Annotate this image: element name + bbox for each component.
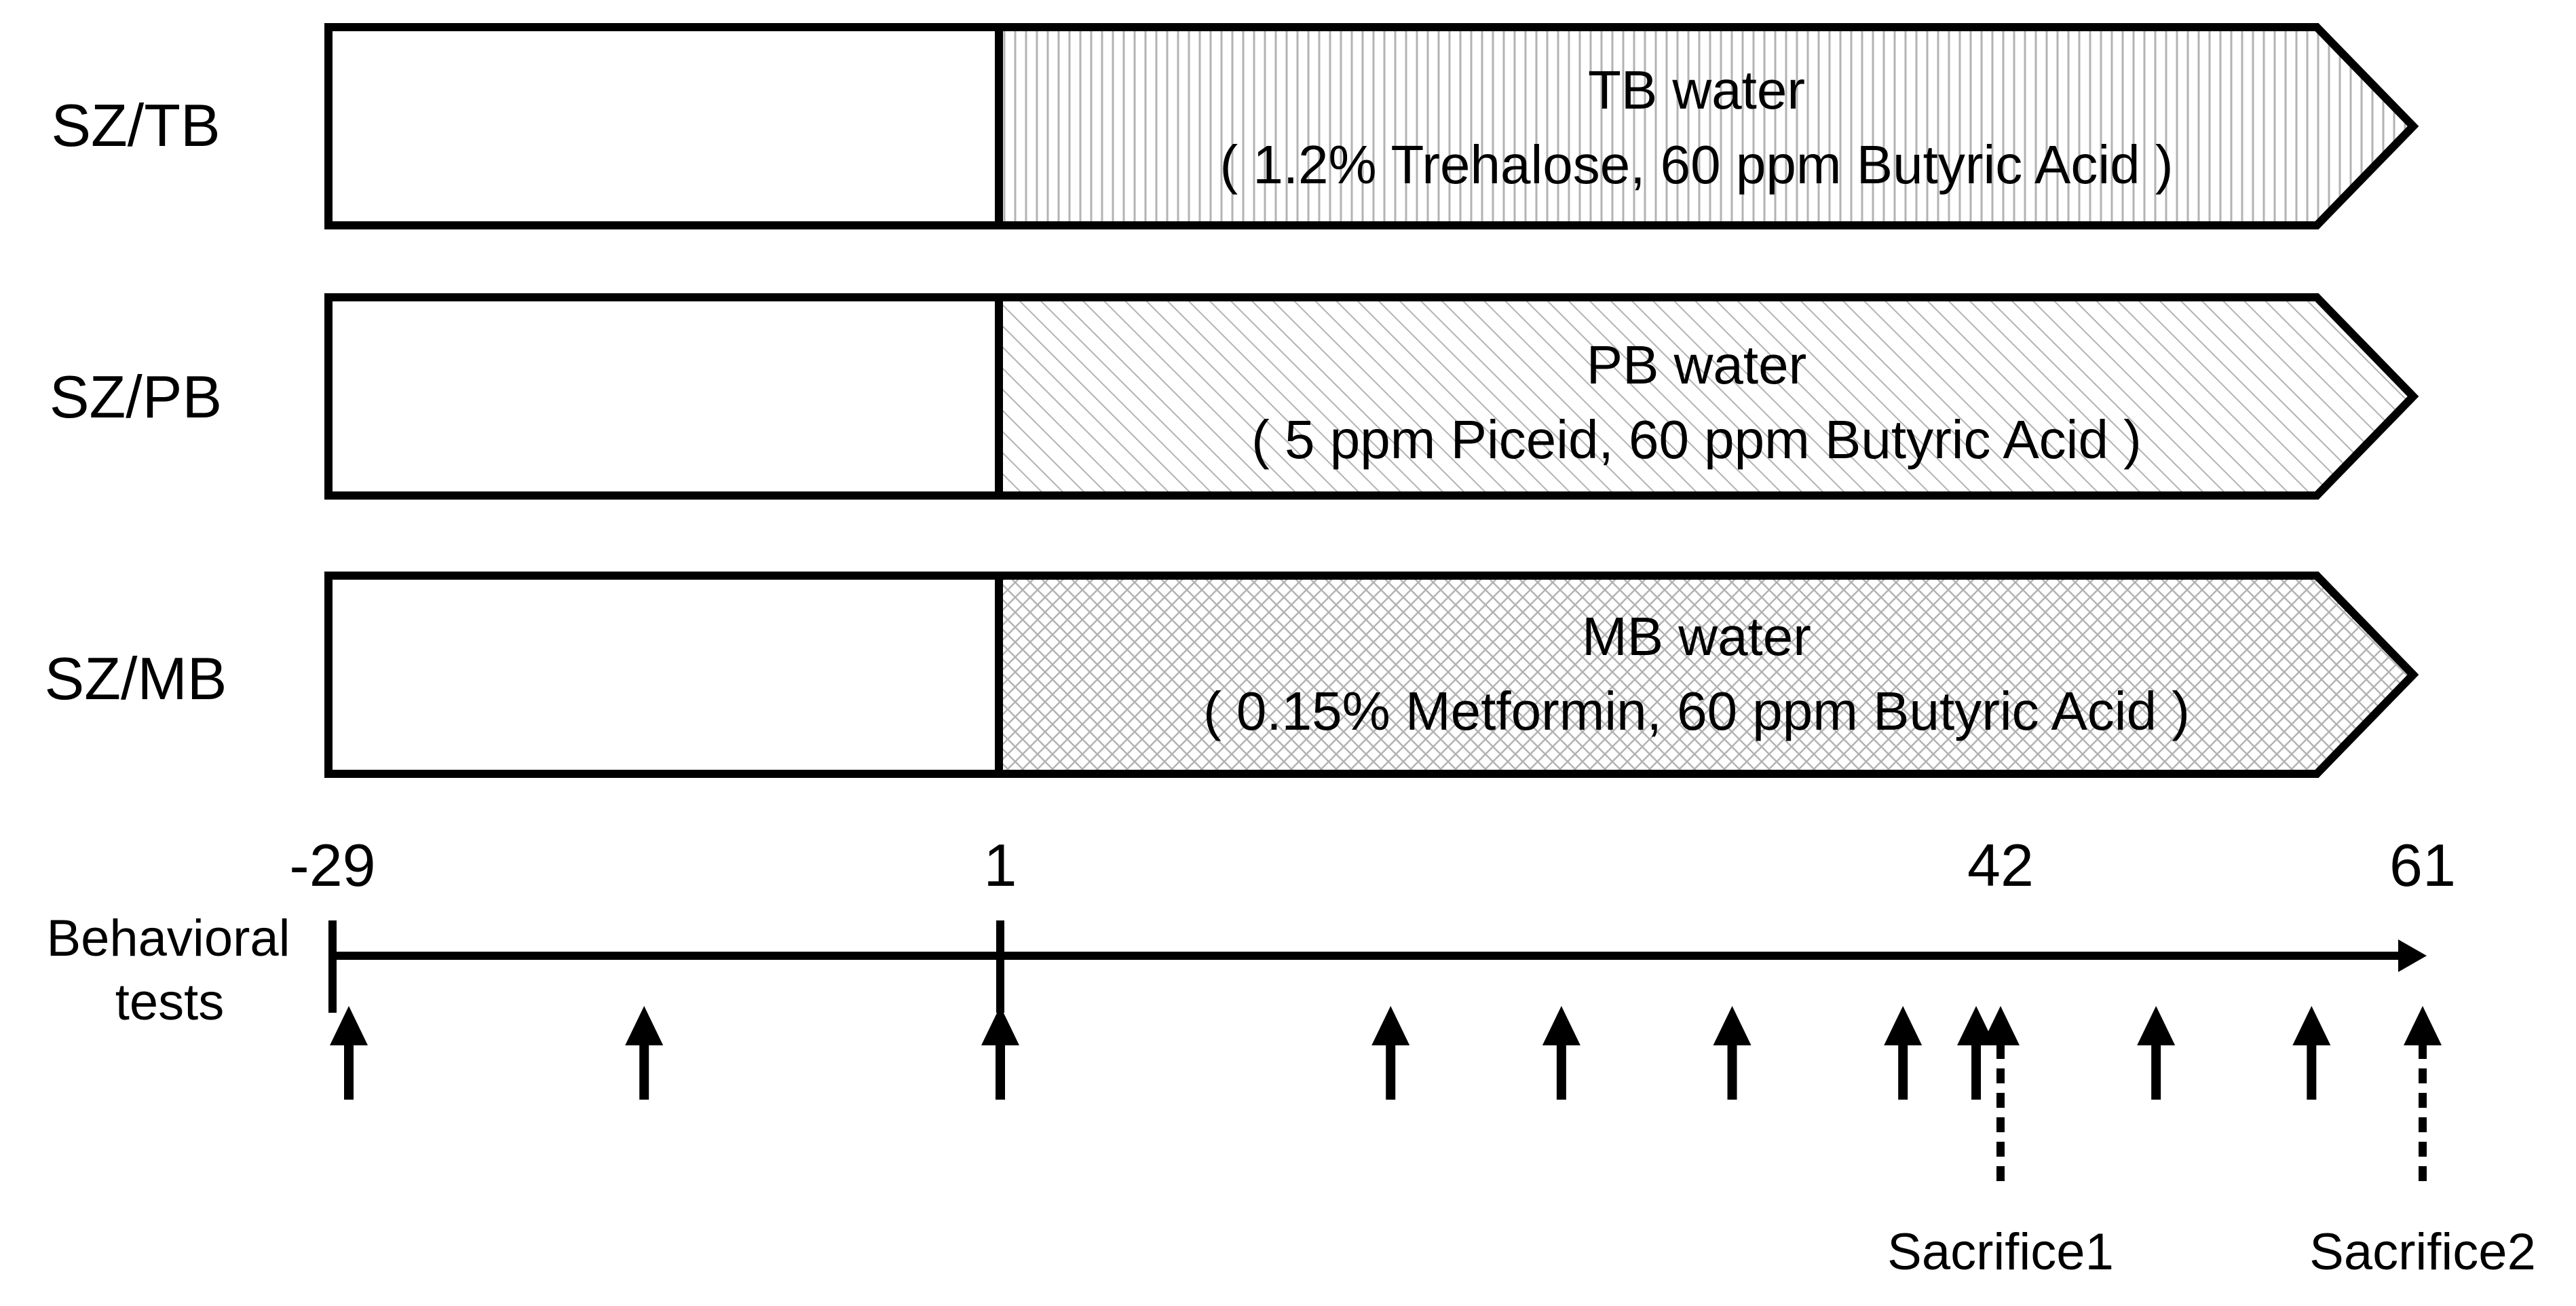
tick-labels: -29 1 42 61	[289, 832, 2456, 899]
behavioral-test-arrow	[1957, 1006, 1996, 1100]
behavioral-test-arrow	[625, 1006, 664, 1100]
water-name: PB water	[1587, 335, 1807, 395]
sacrifice-label: Sacrifice2	[2309, 1223, 2536, 1281]
behavioral-label-line1: Behavioral	[46, 910, 290, 967]
sacrifice-arrows: Sacrifice1 Sacrifice2	[1887, 1006, 2536, 1281]
group-row-tb: SZ/TB TB water ( 1.2% Trehalose, 60 ppm …	[51, 23, 2419, 229]
water-composition: ( 0.15% Metformin, 60 ppm Butyric Acid )	[1203, 681, 2190, 741]
group-label: SZ/TB	[51, 92, 220, 159]
water-composition: ( 1.2% Trehalose, 60 ppm Butyric Acid )	[1219, 134, 2173, 195]
pre-treatment-box	[324, 572, 1003, 778]
behavioral-label-line2: tests	[115, 973, 225, 1031]
group-row-pb: SZ/PB PB water ( 5 ppm Piceid, 60 ppm Bu…	[50, 293, 2419, 500]
behavioral-test-arrows	[330, 1006, 2331, 1100]
tick-label: -29	[289, 832, 375, 899]
behavioral-test-arrow	[981, 1006, 1019, 1100]
behavioral-test-arrow	[330, 1006, 368, 1100]
group-label: SZ/PB	[50, 363, 222, 430]
behavioral-test-arrow	[1542, 1006, 1580, 1100]
behavioral-test-arrow	[2137, 1006, 2176, 1100]
treatment-arrow-box	[995, 23, 2419, 229]
treatment-arrow-box	[995, 572, 2419, 778]
behavioral-test-arrow	[1713, 1006, 1751, 1100]
water-composition: ( 5 ppm Piceid, 60 ppm Butyric Acid )	[1251, 409, 2142, 470]
water-name: TB water	[1588, 60, 1805, 120]
treatment-arrow-box	[995, 293, 2419, 500]
behavioral-test-arrow	[1884, 1006, 1922, 1100]
behavioral-test-arrow	[2292, 1006, 2331, 1100]
sacrifice-label: Sacrifice1	[1887, 1223, 2114, 1281]
tick-label: 42	[1967, 832, 2034, 899]
water-name: MB water	[1582, 606, 1811, 667]
sacrifice-arrow: Sacrifice1	[1887, 1006, 2114, 1281]
group-label: SZ/MB	[45, 645, 227, 712]
sacrifice-arrow: Sacrifice2	[2309, 1006, 2536, 1281]
timeline-arrowhead	[2398, 939, 2427, 972]
timeline: Behavioral tests -29 1 42 61 Sacrifice1 Sacr…	[46, 832, 2535, 1281]
tick-label: 1	[984, 832, 1017, 899]
tick-label: 61	[2389, 832, 2456, 899]
group-row-mb: SZ/MB MB water ( 0.15% Metformin, 60 ppm…	[45, 572, 2419, 778]
pre-treatment-box	[324, 293, 1003, 500]
pre-treatment-box	[324, 23, 1003, 229]
behavioral-test-arrow	[1371, 1006, 1410, 1100]
